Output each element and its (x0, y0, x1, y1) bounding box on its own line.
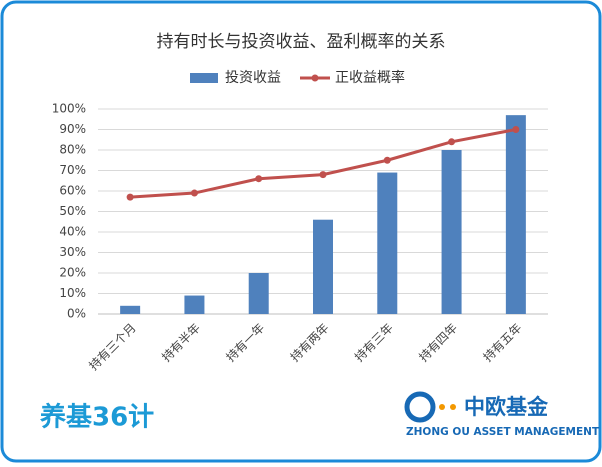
line-point (512, 126, 520, 133)
line-point (383, 156, 391, 164)
y-tick-label: 70% (59, 163, 86, 177)
y-tick-label: 20% (59, 266, 86, 280)
y-tick-label: 80% (59, 143, 86, 157)
y-tick-label: 50% (59, 204, 86, 218)
legend-label: 正收益概率 (335, 69, 405, 86)
chart-title: 持有时长与投资收益、盈利概率的关系 (157, 32, 446, 52)
bar (248, 273, 269, 314)
right-logo-subtitle: ZHONG OU ASSET MANAGEMENT (406, 426, 600, 438)
bar (377, 172, 398, 314)
y-tick-label: 100% (52, 102, 86, 116)
y-tick-label: 40% (59, 225, 86, 239)
line-point (190, 189, 198, 197)
y-tick-label: 60% (59, 184, 86, 198)
bar (120, 305, 141, 314)
line-point (255, 175, 263, 183)
y-tick-label: 0% (67, 307, 86, 321)
line-point (319, 171, 327, 179)
bar (505, 115, 526, 315)
logo-dot (450, 404, 456, 410)
legend-marker (311, 74, 319, 82)
line-point (126, 193, 134, 201)
y-tick-label: 30% (59, 245, 86, 259)
bar (441, 150, 462, 314)
logo-icon (404, 391, 436, 423)
bar (184, 295, 205, 314)
y-tick-label: 10% (59, 286, 86, 300)
legend-swatch (190, 73, 218, 83)
line-point (448, 138, 456, 146)
legend-label: 投资收益 (225, 70, 281, 86)
y-tick-label: 90% (59, 122, 86, 136)
right-logo: 中欧基金 (464, 395, 549, 419)
logo-dot (439, 404, 445, 410)
bar (313, 219, 333, 314)
left-logo: 养基36计 (39, 402, 154, 433)
